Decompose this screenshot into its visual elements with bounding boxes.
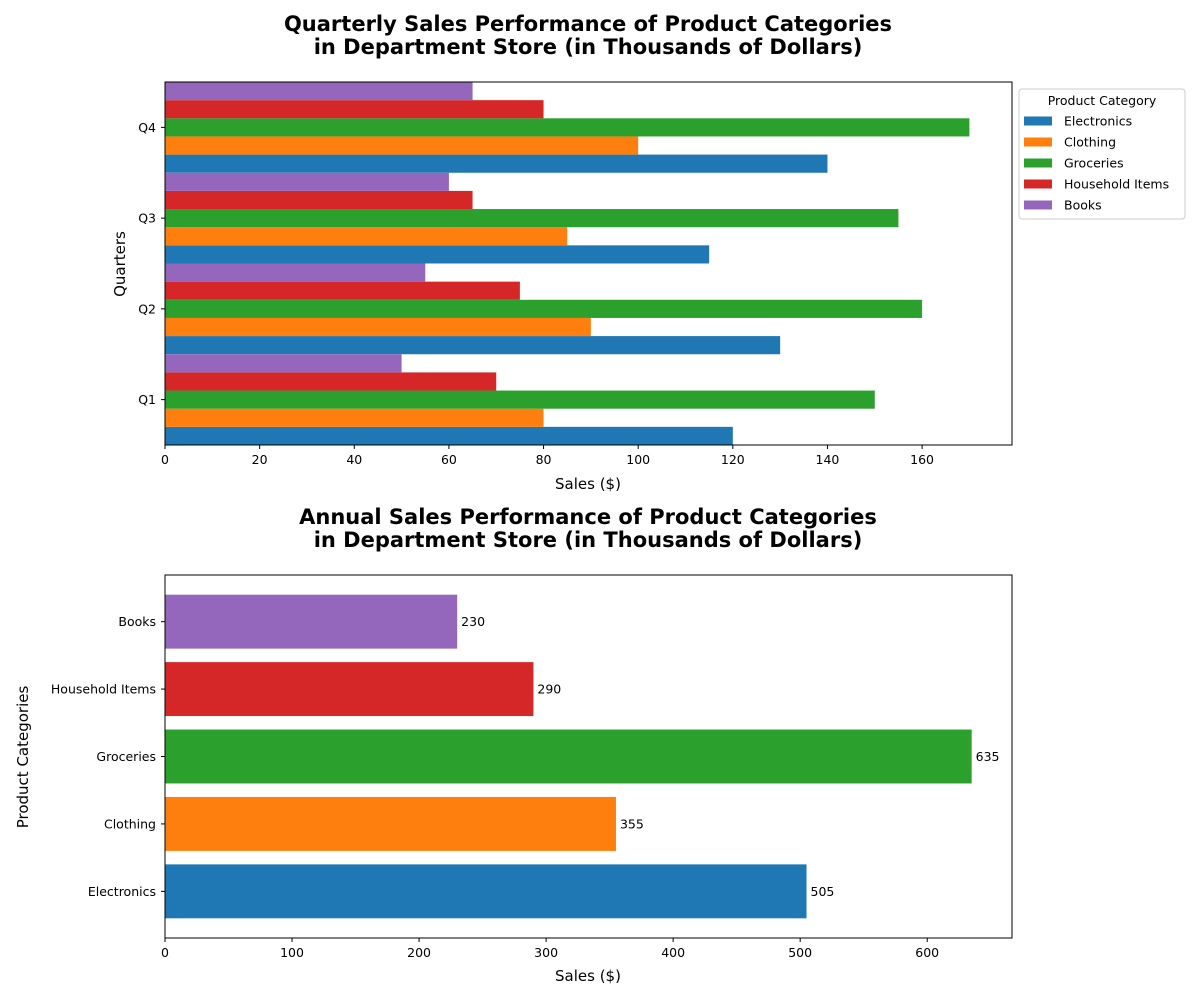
y-tick-label-electronics: Electronics [88,884,156,899]
annual-x-ticks: 0 100 200 300 400 500 600 [161,938,939,960]
legend-swatch-electronics [1024,116,1052,126]
x-tick-label-60: 60 [441,452,457,467]
annual-chart-title-line2: in Department Store (in Thousands of Dol… [314,528,863,552]
quarterly-bars [165,82,970,445]
x-tick-label-20: 20 [252,452,268,467]
annual-y-axis-label: Product Categories [14,686,32,829]
bar-q2-books [165,263,426,282]
x-tick-label-100: 100 [280,945,304,960]
bar-groceries [165,729,972,784]
x-tick-label-200: 200 [407,945,431,960]
x-tick-label-140: 140 [816,452,840,467]
quarterly-legend: Product Category Electronics Clothing Groc… [1018,88,1186,220]
legend-swatch-clothing [1024,137,1052,147]
x-tick-label-300: 300 [534,945,558,960]
x-tick-label-80: 80 [536,452,552,467]
x-tick-label-500: 500 [788,945,812,960]
bar-q3-electronics [165,245,710,264]
data-label-electronics: 505 [811,884,835,899]
legend-entries: Electronics Clothing Groceries Household It… [1024,114,1169,213]
x-tick-label-160: 160 [910,452,934,467]
bar-q3-clothing [165,227,568,246]
data-label-household-items: 290 [537,682,561,697]
quarterly-chart-title-line1: Quarterly Sales Performance of Product C… [284,12,892,36]
x-tick-label-600: 600 [915,945,939,960]
y-tick-label-books: Books [118,614,156,629]
x-tick-label-100: 100 [626,452,650,467]
bar-q4-books [165,82,473,101]
bar-q1-electronics [165,426,733,445]
quarterly-y-axis-label: Quarters [111,231,129,297]
bar-q1-clothing [165,408,544,427]
y-tick-label-q2: Q2 [138,301,156,316]
data-label-clothing: 355 [620,816,644,831]
legend-label-household-items: Household Items [1064,177,1169,192]
legend-swatch-books [1024,200,1052,210]
quarterly-y-ticks: Q1 Q2 Q3 Q4 [138,120,165,407]
x-tick-label-0: 0 [161,452,169,467]
bar-household-items [165,662,534,717]
bar-q1-groceries [165,390,875,409]
bar-q2-electronics [165,336,781,355]
annual-chart: Annual Sales Performance of Product Cate… [14,505,1013,985]
annual-chart-title-line1: Annual Sales Performance of Product Cate… [299,505,877,529]
legend-swatch-groceries [1024,158,1052,168]
y-tick-label-q4: Q4 [138,120,156,135]
y-tick-label-household-items: Household Items [51,682,156,697]
legend-label-clothing: Clothing [1064,135,1116,150]
quarterly-x-axis-label: Sales ($) [555,475,621,493]
legend-title: Product Category [1048,93,1157,108]
bar-q1-household-items [165,372,497,391]
data-label-groceries: 635 [976,749,1000,764]
annual-y-ticks: Electronics Clothing Groceries Household It… [51,614,165,899]
bar-q2-groceries [165,299,923,318]
bar-electronics [165,864,807,919]
bar-q2-household-items [165,281,520,300]
annual-bars: 505 355 635 290 230 [165,594,1000,919]
bar-books [165,594,458,649]
data-label-books: 230 [461,614,485,629]
x-tick-label-400: 400 [661,945,685,960]
legend-label-groceries: Groceries [1064,156,1124,171]
bar-q3-groceries [165,209,899,228]
legend-swatch-household-items [1024,179,1052,189]
y-tick-label-q1: Q1 [138,392,156,407]
x-tick-label-0: 0 [161,945,169,960]
x-tick-label-120: 120 [721,452,745,467]
annual-x-axis-label: Sales ($) [555,967,621,985]
bar-q4-groceries [165,118,970,137]
x-tick-label-40: 40 [346,452,362,467]
quarterly-chart-title-line2: in Department Store (in Thousands of Dol… [314,35,863,59]
legend-frame [1018,88,1186,220]
bar-q3-books [165,172,449,191]
y-tick-label-groceries: Groceries [96,749,156,764]
bar-q4-household-items [165,100,544,119]
bar-q4-electronics [165,154,828,173]
bar-q2-clothing [165,317,591,337]
y-tick-label-q3: Q3 [138,211,156,226]
bar-clothing [165,796,616,851]
bar-q3-household-items [165,190,473,210]
legend-label-books: Books [1064,198,1102,213]
legend-label-electronics: Electronics [1064,114,1132,129]
bar-q1-books [165,354,402,373]
quarterly-x-ticks: 0 20 40 60 80 100 120 140 160 [161,445,934,467]
quarterly-plot-frame [164,81,1013,446]
y-tick-label-clothing: Clothing [104,816,156,831]
quarterly-chart: Quarterly Sales Performance of Product C… [111,12,1186,493]
bar-q4-clothing [165,136,639,155]
